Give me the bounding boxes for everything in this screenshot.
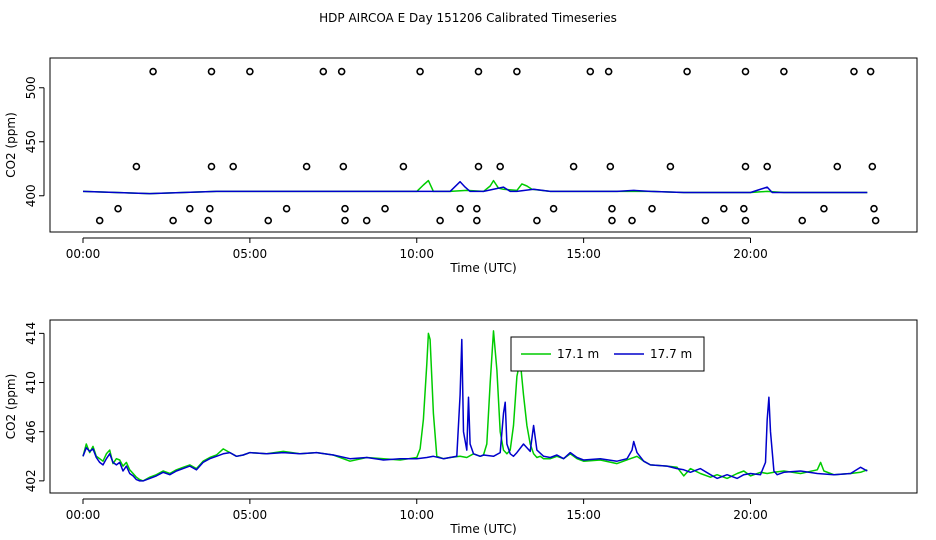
marker-point bbox=[207, 67, 216, 76]
marker-point bbox=[339, 162, 348, 171]
marker-point bbox=[341, 216, 349, 225]
marker-point bbox=[569, 162, 578, 171]
marker-point bbox=[186, 204, 194, 213]
y-tick-label: 400 bbox=[24, 184, 38, 207]
marker-point bbox=[362, 216, 371, 225]
x-axis-label: Time (UTC) bbox=[449, 522, 516, 536]
marker-point bbox=[628, 216, 636, 225]
marker-point bbox=[868, 162, 877, 171]
marker-point bbox=[207, 162, 216, 171]
marker-point bbox=[95, 216, 104, 225]
marker-point bbox=[604, 67, 613, 76]
x-tick-label: 05:00 bbox=[233, 247, 268, 261]
marker-point bbox=[741, 162, 750, 171]
x-tick-label: 20:00 bbox=[733, 247, 768, 261]
x-tick-label: 00:00 bbox=[66, 247, 101, 261]
marker-point bbox=[473, 216, 481, 225]
legend-label-2: 17.7 m bbox=[650, 347, 692, 361]
marker-point bbox=[780, 67, 788, 76]
marker-point bbox=[474, 67, 483, 76]
marker-point bbox=[683, 67, 691, 76]
marker-point bbox=[608, 204, 616, 213]
x-tick-label: 20:00 bbox=[733, 508, 768, 522]
y-axis-label: CO2 (ppm) bbox=[4, 374, 18, 440]
marker-point bbox=[648, 204, 656, 213]
marker-point bbox=[229, 162, 237, 171]
marker-point bbox=[132, 162, 141, 171]
x-tick-label: 10:00 bbox=[399, 247, 434, 261]
marker-point bbox=[833, 162, 842, 171]
marker-point bbox=[586, 67, 595, 76]
marker-point bbox=[474, 162, 483, 171]
marker-point bbox=[114, 204, 122, 213]
bottom-panel: 00:00 05:00 10:00 15:00 20:00 Time (UTC) 402 40… bbox=[4, 319, 918, 536]
x-tick-label: 05:00 bbox=[233, 508, 268, 522]
marker-point bbox=[473, 204, 481, 213]
marker-point bbox=[264, 216, 273, 225]
x-tick-label: 15:00 bbox=[566, 247, 601, 261]
marker-point bbox=[763, 162, 771, 171]
y-tick-label: 450 bbox=[24, 130, 38, 153]
marker-point bbox=[740, 204, 748, 213]
marker-point bbox=[206, 204, 214, 213]
legend-label-1: 17.1 m bbox=[557, 347, 599, 361]
marker-point bbox=[282, 204, 291, 213]
x-tick-label: 10:00 bbox=[399, 508, 434, 522]
y-tick-label: 500 bbox=[24, 76, 38, 99]
x-tick-label: 15:00 bbox=[566, 508, 601, 522]
marker-point bbox=[741, 67, 750, 76]
marker-point bbox=[149, 67, 157, 76]
series-line-1 bbox=[82, 330, 868, 482]
marker-point bbox=[850, 67, 858, 76]
marker-point bbox=[436, 216, 444, 225]
marker-point bbox=[513, 67, 521, 76]
marker-point bbox=[341, 204, 349, 213]
marker-point bbox=[741, 216, 750, 225]
marker-point bbox=[719, 204, 728, 213]
marker-point bbox=[302, 162, 311, 171]
marker-point bbox=[870, 204, 878, 213]
marker-point bbox=[606, 162, 615, 171]
marker-point bbox=[701, 216, 710, 225]
marker-point bbox=[866, 67, 875, 76]
series-line-2 bbox=[82, 180, 868, 195]
marker-point bbox=[666, 162, 675, 171]
marker-point bbox=[169, 216, 177, 225]
top-panel: 00:00 05:00 10:00 15:00 20:00 Time (UTC) 400 45… bbox=[4, 57, 918, 275]
marker-point bbox=[381, 204, 389, 213]
y-tick-label: 410 bbox=[24, 371, 38, 394]
marker-point bbox=[399, 162, 408, 171]
y-tick-label: 402 bbox=[24, 469, 38, 492]
marker-point bbox=[456, 204, 464, 213]
marker-point bbox=[496, 162, 504, 171]
y-tick-label: 414 bbox=[24, 322, 38, 345]
marker-point bbox=[533, 216, 541, 225]
plot-frame bbox=[49, 319, 918, 494]
marker-point bbox=[204, 216, 212, 225]
series-line-2 bbox=[82, 338, 868, 482]
x-tick-label: 00:00 bbox=[66, 508, 101, 522]
x-axis-label: Time (UTC) bbox=[449, 261, 516, 275]
marker-point bbox=[820, 204, 828, 213]
marker-point bbox=[246, 67, 254, 76]
plot-frame bbox=[49, 57, 918, 233]
y-axis-label: CO2 (ppm) bbox=[4, 112, 18, 178]
marker-point bbox=[871, 216, 880, 225]
marker-point bbox=[319, 67, 328, 76]
marker-point bbox=[549, 204, 558, 213]
y-tick-label: 406 bbox=[24, 420, 38, 443]
marker-point bbox=[337, 67, 346, 76]
marker-point bbox=[416, 67, 424, 76]
marker-point bbox=[608, 216, 616, 225]
chart-title: HDP AIRCOA E Day 151206 Calibrated Times… bbox=[319, 11, 617, 25]
marker-point bbox=[798, 216, 807, 225]
